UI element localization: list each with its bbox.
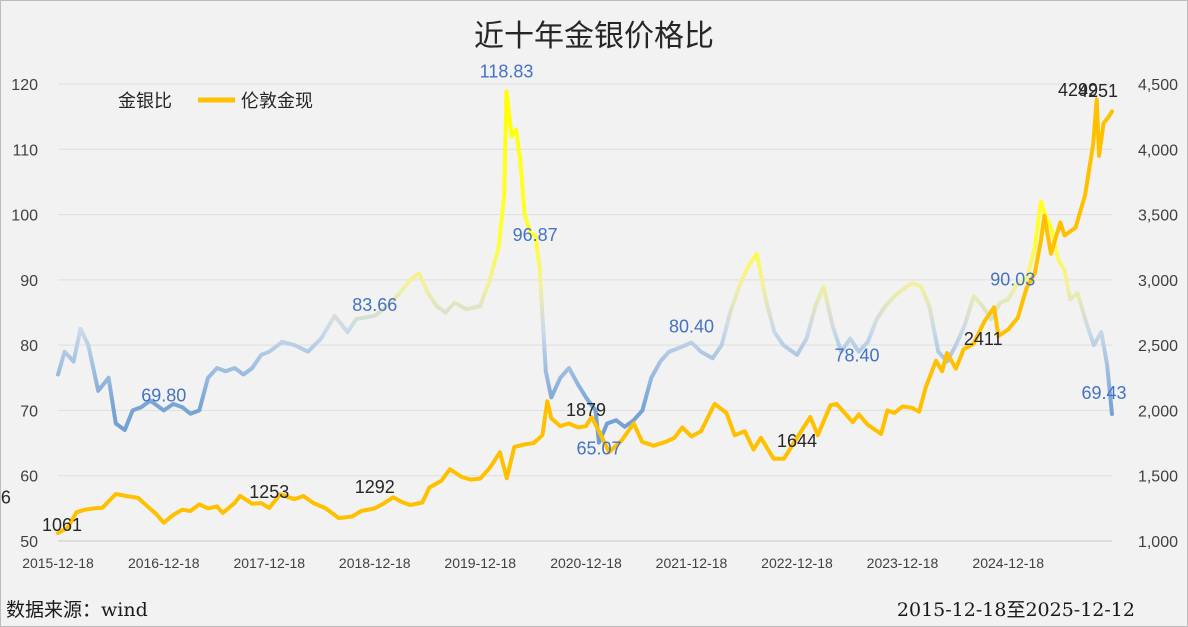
x-tick-label: 2022-12-18	[761, 555, 833, 571]
x-tick-label: 2024-12-18	[972, 555, 1044, 571]
right-tick-label: 4,500	[1138, 77, 1178, 94]
left-tick-label: 80	[20, 338, 38, 355]
data-label-ratio: 118.83	[480, 62, 534, 82]
data-source: 数据来源：wind	[6, 599, 148, 621]
data-label-ratio: 69.80	[141, 386, 186, 406]
data-label-gold: 1253	[249, 482, 289, 502]
data-label-ratio: 83.66	[352, 295, 397, 315]
right-tick-label: 2,500	[1138, 338, 1178, 355]
data-label-ratio: 90.03	[990, 270, 1035, 290]
data-label-ratio: 69.43	[1081, 383, 1126, 403]
data-label-ratio: 65.07	[576, 439, 621, 459]
right-tick-label: 1,500	[1138, 469, 1178, 486]
chart-title: 近十年金银价格比	[474, 19, 714, 54]
x-tick-label: 2018-12-18	[339, 555, 411, 571]
left-tick-label: 90	[20, 273, 38, 290]
data-label-gold: 1292	[355, 477, 395, 497]
legend-label-gold: 伦敦金现	[241, 91, 313, 112]
left-tick-label: 100	[11, 208, 38, 225]
x-tick-label: 2017-12-18	[233, 555, 305, 571]
right-tick-label: 4,000	[1138, 142, 1178, 159]
right-tick-label: 3,000	[1138, 273, 1178, 290]
data-label-gold: 1061	[42, 515, 82, 535]
left-axis-ticks: 50 60 70 80 90 100 110 120	[11, 77, 38, 551]
series-line-london-gold	[56, 97, 1114, 535]
data-label-ratio: 80.40	[669, 317, 714, 337]
right-tick-label: 1,000	[1138, 534, 1178, 551]
data-label-gold: 4251	[1078, 81, 1118, 101]
date-range: 2015-12-18至2025-12-12	[897, 599, 1135, 621]
right-tick-label: 3,500	[1138, 208, 1178, 225]
x-tick-label: 2021-12-18	[656, 555, 728, 571]
data-label-gold: 1644	[777, 431, 817, 451]
left-tick-label: 70	[20, 403, 38, 420]
left-tick-label: 110	[12, 142, 38, 159]
gridlines	[58, 83, 1112, 542]
data-label-gold: 4299	[1058, 80, 1098, 100]
x-tick-label: 2016-12-18	[128, 555, 200, 571]
legend: 金银比 伦敦金现	[75, 91, 313, 112]
x-tick-label: 2015-12-18	[22, 555, 94, 571]
left-tick-label: 50	[20, 534, 38, 551]
legend-label-ratio: 金银比	[118, 91, 172, 112]
x-tick-label: 2020-12-18	[550, 555, 622, 571]
series-lines	[56, 89, 1114, 535]
data-label-gold: 1066	[0, 487, 11, 507]
data-labels: 69.80 83.66 118.83 96.87 65.07 80.40 78.40 90.0…	[0, 62, 1127, 535]
data-label-ratio: 96.87	[513, 225, 558, 245]
data-label-gold: 2411	[964, 329, 1003, 349]
right-tick-label: 2,000	[1138, 403, 1178, 420]
series-line-gold-silver-ratio	[56, 89, 1114, 445]
x-tick-label: 2023-12-18	[867, 555, 939, 571]
data-label-ratio: 78.40	[834, 346, 879, 366]
data-label-gold: 1879	[566, 400, 606, 420]
x-tick-label: 2019-12-18	[444, 555, 516, 571]
right-axis-ticks: 1,000 1,500 2,000 2,500 3,000 3,500 4,000 4,500	[1138, 77, 1178, 551]
x-axis-ticks: 2015-12-18 2016-12-18 2017-12-18 2018-12-18…	[22, 555, 1044, 571]
left-tick-label: 120	[11, 77, 38, 94]
left-tick-label: 60	[20, 469, 38, 486]
